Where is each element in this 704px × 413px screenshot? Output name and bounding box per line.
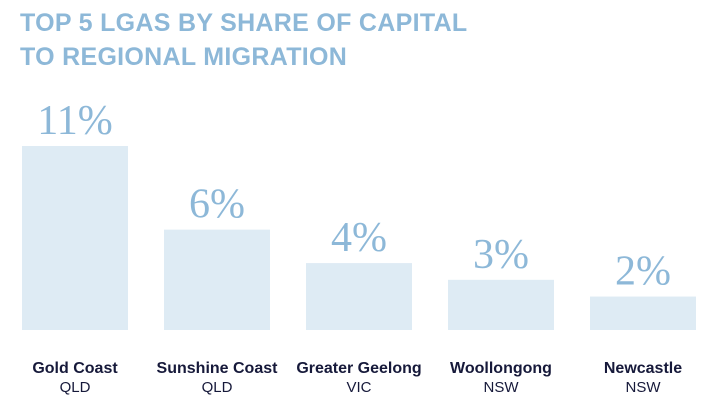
state-label: NSW xyxy=(626,379,662,396)
value-label: 6% xyxy=(189,182,245,228)
chart-title: TOP 5 LGAS BY SHARE OF CAPITAL xyxy=(20,9,468,37)
value-label: 4% xyxy=(331,215,387,261)
value-label: 3% xyxy=(473,232,529,278)
bar xyxy=(306,263,412,330)
state-label: QLD xyxy=(60,379,91,396)
category-label: Greater Geelong xyxy=(296,360,421,377)
bar xyxy=(164,229,270,330)
value-label: 11% xyxy=(37,98,112,144)
bar xyxy=(22,146,128,330)
bar xyxy=(590,296,696,330)
chart-title: TO REGIONAL MIGRATION xyxy=(20,43,347,71)
state-label: VIC xyxy=(346,379,371,396)
category-label: Woollongong xyxy=(450,360,552,377)
value-label: 2% xyxy=(615,249,671,295)
state-label: QLD xyxy=(202,379,233,396)
category-label: Gold Coast xyxy=(32,360,118,377)
category-label: Newcastle xyxy=(604,360,682,377)
state-label: NSW xyxy=(484,379,520,396)
bar xyxy=(448,279,554,330)
category-label: Sunshine Coast xyxy=(157,360,279,377)
